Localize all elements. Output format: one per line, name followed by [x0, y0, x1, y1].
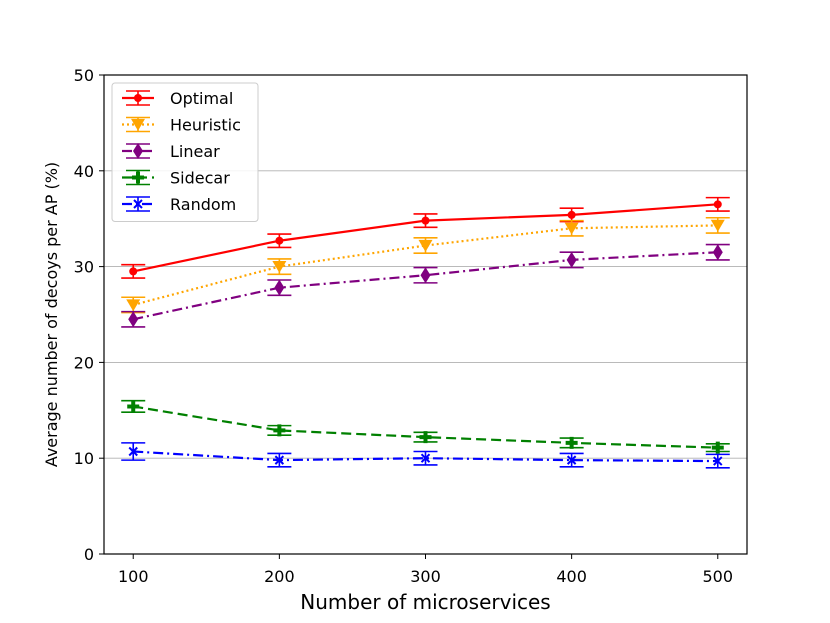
- legend-item-sidecar: Sidecar: [122, 169, 230, 188]
- data-point: [128, 446, 138, 457]
- data-point: [566, 455, 577, 465]
- series-optimal: [121, 196, 730, 279]
- data-point: [713, 200, 722, 209]
- data-point: [133, 143, 143, 159]
- data-point: [132, 171, 144, 184]
- data-point: [274, 455, 285, 465]
- data-point: [126, 299, 141, 312]
- legend-label: Heuristic: [170, 116, 241, 135]
- data-point: [127, 400, 140, 413]
- series-layer: [121, 196, 730, 469]
- data-point: [129, 267, 138, 276]
- data-point: [420, 267, 431, 284]
- legend-item-linear: Linear: [122, 142, 220, 161]
- x-tick-label: 400: [556, 567, 587, 586]
- data-point: [131, 118, 145, 131]
- data-point: [274, 279, 285, 296]
- x-axis-label: Number of microservices: [300, 590, 550, 614]
- series-heuristic: [121, 216, 730, 314]
- x-tick-label: 200: [264, 567, 295, 586]
- legend-item-heuristic: Heuristic: [122, 116, 241, 135]
- data-point: [713, 456, 723, 466]
- series-random: [121, 442, 730, 469]
- data-point: [418, 239, 433, 252]
- series-line: [132, 224, 718, 306]
- x-tick-label: 500: [702, 567, 733, 586]
- legend-item-optimal: Optimal: [122, 89, 233, 108]
- y-tick-label: 50: [74, 66, 94, 85]
- data-point: [272, 261, 287, 273]
- data-point: [566, 251, 577, 268]
- data-point: [420, 453, 431, 463]
- data-point: [565, 436, 578, 449]
- data-point: [134, 94, 142, 102]
- y-axis-label: Average number of decoys per AP (%): [42, 162, 61, 467]
- data-point: [133, 199, 143, 209]
- legend: Optimal Heuristic Linear Sidecar Random: [111, 82, 259, 222]
- x-tick-label: 300: [410, 567, 441, 586]
- series-line: [132, 251, 718, 321]
- axis-ticks: 0 10 20 30 40 50 100 200 300 400 500: [74, 66, 733, 586]
- y-tick-label: 20: [74, 353, 94, 372]
- series-linear: [121, 243, 730, 328]
- data-point: [128, 311, 139, 328]
- data-point: [567, 210, 576, 219]
- data-point: [564, 222, 579, 235]
- data-point: [421, 216, 430, 225]
- y-tick-label: 40: [74, 162, 94, 181]
- legend-item-random: Random: [122, 195, 236, 214]
- series-sidecar: [121, 399, 730, 454]
- data-point: [275, 236, 284, 245]
- legend-label: Optimal: [170, 89, 233, 108]
- data-point: [712, 244, 723, 261]
- data-point: [711, 441, 724, 454]
- data-point: [273, 424, 286, 437]
- legend-label: Linear: [170, 142, 220, 161]
- y-tick-label: 30: [74, 258, 94, 277]
- data-point: [710, 219, 725, 232]
- y-tick-label: 10: [74, 449, 94, 468]
- legend-label: Random: [170, 195, 236, 214]
- legend-label: Sidecar: [170, 169, 230, 188]
- y-tick-label: 0: [84, 545, 94, 564]
- x-tick-label: 100: [118, 567, 149, 586]
- series-line: [133, 450, 718, 463]
- data-point: [419, 431, 432, 444]
